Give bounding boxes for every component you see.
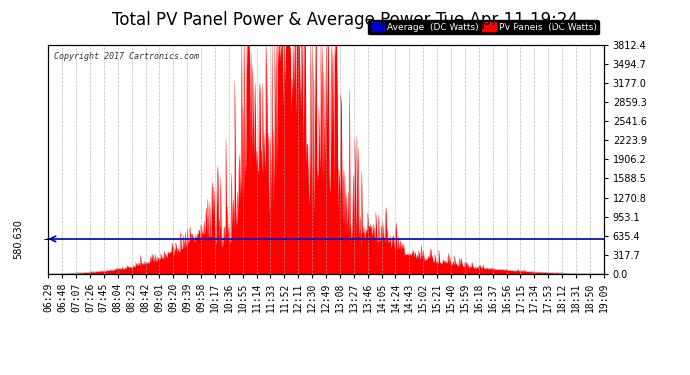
Text: Total PV Panel Power & Average Power Tue Apr 11 19:24: Total PV Panel Power & Average Power Tue… [112,11,578,29]
Text: 580.630: 580.630 [13,219,23,259]
Legend: Average  (DC Watts), PV Panels  (DC Watts): Average (DC Watts), PV Panels (DC Watts) [368,20,599,34]
Text: Copyright 2017 Cartronics.com: Copyright 2017 Cartronics.com [54,52,199,61]
